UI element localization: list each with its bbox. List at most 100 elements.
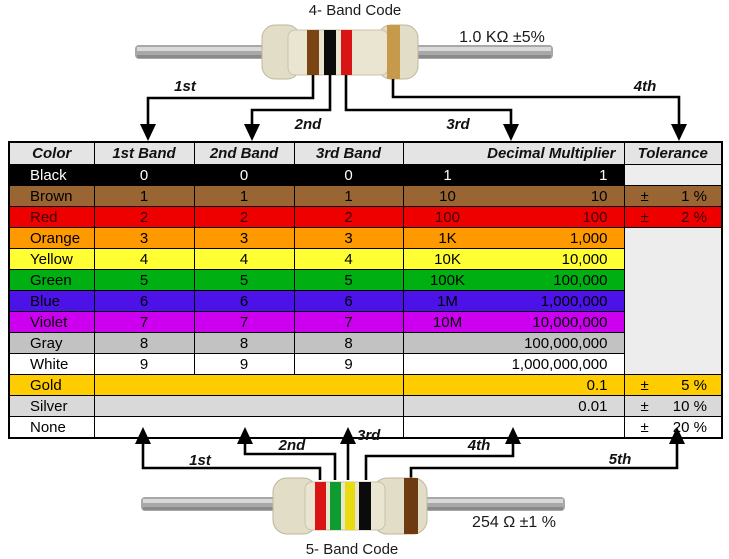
label-3rd: 3rd: [446, 116, 470, 133]
table-row-red: Red 2 2 2 100 100 ±2 %: [8, 206, 723, 228]
multiplier-value: 100,000,000: [524, 334, 608, 352]
band3-value: 3: [293, 227, 404, 249]
band2-value: 9: [193, 353, 295, 375]
multiplier-value: 100: [582, 208, 608, 226]
label-2nd: 2nd: [278, 437, 307, 454]
color-name: Black: [8, 164, 95, 186]
multiplier-value: 10,000: [561, 250, 608, 268]
arrowhead-up-icon: [135, 427, 151, 444]
multiplier-cell: 100,000,000: [402, 332, 625, 354]
label-1st: 1st: [174, 78, 197, 95]
band-2-green: [330, 482, 341, 530]
col-header-multiplier: Decimal Multiplier: [402, 141, 625, 165]
multiplier-value: 1,000: [569, 229, 608, 247]
multiplier-shorthand: 100K: [429, 271, 466, 289]
plus-minus-sign: ±: [640, 187, 649, 205]
arrowhead-up-icon: [669, 427, 685, 444]
color-name: Red: [8, 206, 95, 228]
band-4-black: [359, 482, 371, 530]
multiplier-value: 1,000,000,000: [511, 355, 608, 373]
arrow-lines: [141, 443, 679, 480]
five-band-resistor-diagram: 1st 2nd 3rd 4th 5th 254 Ω ±1 % 5- Band C…: [135, 427, 685, 558]
bands-merged-empty: [93, 395, 404, 417]
col-header-tolerance: Tolerance: [623, 141, 723, 165]
band-3-yellow: [345, 482, 355, 530]
arrow-4th: [391, 79, 681, 126]
label-4th: 4th: [467, 437, 491, 454]
table-row-white: White 9 9 9 1,000,000,000: [8, 353, 722, 375]
plus-minus-sign: ±: [640, 376, 649, 394]
band1-value: 9: [93, 353, 195, 375]
multiplier-value: 0.01: [578, 397, 608, 415]
col-header-2nd-band: 2nd Band: [193, 141, 295, 165]
color-name: Gold: [8, 374, 95, 396]
label-3rd: 3rd: [357, 427, 381, 444]
band-1-brown: [307, 30, 319, 75]
band1-value: 1: [93, 185, 195, 207]
multiplier-shorthand: 1: [443, 166, 452, 184]
multiplier-shorthand: 10: [439, 187, 456, 205]
arrow-5th: [409, 443, 679, 480]
band1-value: 0: [93, 164, 195, 186]
multiplier-shorthand: 10K: [434, 250, 461, 268]
arrow-4th: [364, 443, 515, 480]
arrow-2nd: [250, 75, 332, 126]
table-row-yellow: Yellow 4 4 4 10K 10,000: [8, 248, 722, 270]
table-row-green: Green 5 5 5 100K 100,000: [8, 269, 722, 291]
color-name: Silver: [8, 395, 95, 417]
resistor-color-code-table: Color 1st Band 2nd Band 3rd Band Decimal…: [8, 141, 723, 439]
arrow-2nd: [243, 443, 337, 480]
band2-value: 5: [193, 269, 295, 291]
tolerance-cell-empty: [623, 164, 723, 186]
band2-value: 1: [193, 185, 295, 207]
multiplier-cell: 0.1: [402, 374, 625, 396]
arrow-lines: [146, 75, 681, 126]
band1-value: 2: [93, 206, 195, 228]
plus-minus-sign: ±: [640, 397, 649, 415]
color-name: Green: [8, 269, 95, 291]
band3-value: 4: [293, 248, 404, 270]
arrow-1st: [141, 443, 322, 480]
label-4th: 4th: [633, 78, 657, 95]
tolerance-cell-empty-merged: [623, 227, 723, 375]
color-name: Blue: [8, 290, 95, 312]
col-header-1st-band: 1st Band: [93, 141, 195, 165]
band2-value: 8: [193, 332, 295, 354]
multiplier-cell: 1K 1,000: [402, 227, 625, 249]
arrowhead-down-icon: [503, 124, 519, 141]
band1-value: 8: [93, 332, 195, 354]
band-2-black: [324, 30, 336, 75]
multiplier-cell: 100 100: [402, 206, 625, 228]
arrow-heads: [140, 124, 687, 141]
table-row-silver: Silver 0.01 ±10 %: [8, 395, 723, 417]
band-5-brown: [404, 478, 418, 534]
arrowhead-up-icon: [237, 427, 253, 444]
four-band-value: 1.0 KΩ ±5%: [459, 29, 545, 46]
arrowhead-down-icon: [244, 124, 260, 141]
table-row-gold: Gold 0.1 ±5 %: [8, 374, 723, 396]
tolerance-value: 10 %: [672, 397, 707, 415]
color-name: Gray: [8, 332, 95, 354]
color-name: Brown: [8, 185, 95, 207]
arrowhead-up-icon: [505, 427, 521, 444]
label-2nd: 2nd: [294, 116, 323, 133]
color-name: Orange: [8, 227, 95, 249]
band-1-red: [315, 482, 326, 530]
color-name: White: [8, 353, 95, 375]
multiplier-shorthand: 10M: [432, 313, 463, 331]
color-name: Yellow: [8, 248, 95, 270]
arrowhead-up-icon: [340, 427, 356, 444]
multiplier-cell: 1M 1,000,000: [402, 290, 625, 312]
label-5th: 5th: [609, 451, 632, 468]
tolerance-cell: ±1 %: [623, 185, 723, 207]
multiplier-cell: 10M 10,000,000: [402, 311, 625, 333]
table-row-none: None ±20 %: [8, 416, 723, 439]
band3-value: 9: [293, 353, 404, 375]
table-row-blue: Blue 6 6 6 1M 1,000,000: [8, 290, 722, 312]
band2-value: 3: [193, 227, 295, 249]
table-row-gray: Gray 8 8 8 100,000,000: [8, 332, 722, 354]
multiplier-shorthand: 1K: [438, 229, 457, 247]
color-name: Violet: [8, 311, 95, 333]
tolerance-value: 5 %: [681, 376, 707, 394]
